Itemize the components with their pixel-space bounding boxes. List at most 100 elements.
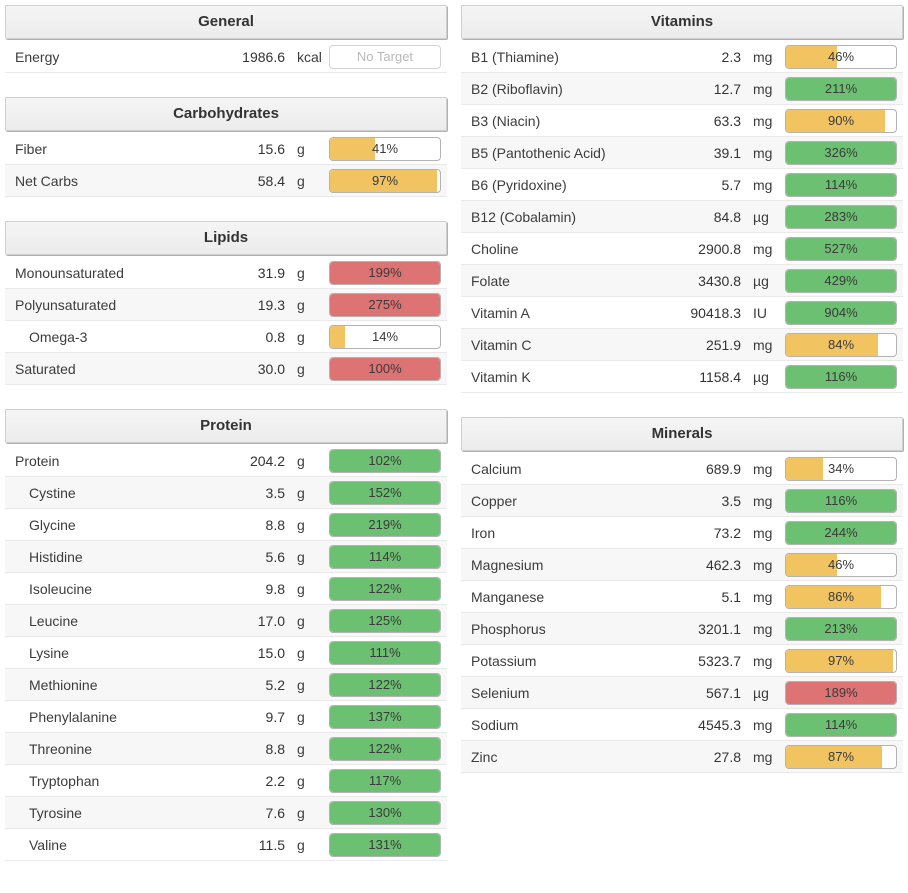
nutrient-row-manganese[interactable]: Manganese 5.1 mg 86% [461,581,903,613]
nutrient-amount: 58.4 [257,172,285,189]
nutrient-row-potassium[interactable]: Potassium 5323.7 mg 97% [461,645,903,677]
nutrient-row-vitamin-c[interactable]: Vitamin C 251.9 mg 84% [461,329,903,361]
progress-fill [786,649,893,672]
nutrient-row-selenium[interactable]: Selenium 567.1 µg 189% [461,677,903,709]
nutrient-amount: 3.5 [721,492,741,509]
progress-percent: No Target [356,48,414,64]
nutrient-row-methionine[interactable]: Methionine 5.2 g 122% [5,669,447,701]
progress-fill [786,237,896,260]
target-progress-bar: 114% [785,712,897,737]
section-carbohydrates: Carbohydrates Fiber 15.6 g 41% Net Carbs 58.4 g… [5,97,447,197]
nutrient-row-copper[interactable]: Copper 3.5 mg 116% [461,485,903,517]
progress-fill [786,521,896,544]
nutrient-row-vitamin-a[interactable]: Vitamin A 90418.3 IU 904% [461,297,903,329]
progress-fill [786,45,837,68]
nutrient-row-b6-pyridoxine[interactable]: B6 (Pyridoxine) 5.7 mg 114% [461,169,903,201]
nutrient-row-tyrosine[interactable]: Tyrosine 7.6 g 130% [5,797,447,829]
nutrient-unit: g [297,140,305,157]
nutrient-row-iron[interactable]: Iron 73.2 mg 244% [461,517,903,549]
nutrient-label: Fiber [15,140,47,157]
nutrient-unit: mg [753,716,773,733]
target-progress-bar: 84% [785,332,897,357]
nutrient-row-b12-cobalamin[interactable]: B12 (Cobalamin) 84.8 µg 283% [461,201,903,233]
target-progress-bar: 527% [785,236,897,261]
nutrient-amount: 204.2 [249,452,285,469]
nutrient-row-calcium[interactable]: Calcium 689.9 mg 34% [461,453,903,485]
target-progress-bar: 122% [329,672,441,697]
nutrient-row-b1-thiamine[interactable]: B1 (Thiamine) 2.3 mg 46% [461,41,903,73]
target-progress-bar: 152% [329,480,441,505]
nutrient-row-phosphorus[interactable]: Phosphorus 3201.1 mg 213% [461,613,903,645]
nutrient-label: Valine [29,836,67,853]
nutrient-row-leucine[interactable]: Leucine 17.0 g 125% [5,605,447,637]
column-right: Vitamins B1 (Thiamine) 2.3 mg 46% B2 (Ribofla… [461,5,903,773]
nutrient-row-magnesium[interactable]: Magnesium 462.3 mg 46% [461,549,903,581]
nutrient-row-b5-pantothenic-acid[interactable]: B5 (Pantothenic Acid) 39.1 mg 326% [461,137,903,169]
nutrient-unit: g [297,772,305,789]
progress-percent: 114% [368,548,402,564]
nutrient-row-threonine[interactable]: Threonine 8.8 g 122% [5,733,447,765]
nutrient-unit: g [297,612,305,629]
nutrient-amount: 5.1 [721,588,741,605]
progress-percent: 34% [827,460,855,476]
nutrient-row-fiber[interactable]: Fiber 15.6 g 41% [5,133,447,165]
nutrient-row-net-carbs[interactable]: Net Carbs 58.4 g 97% [5,165,447,197]
nutrient-row-cystine[interactable]: Cystine 3.5 g 152% [5,477,447,509]
nutrient-label: Methionine [29,676,98,693]
nutrient-amount: 2.2 [265,772,285,789]
nutrient-row-histidine[interactable]: Histidine 5.6 g 114% [5,541,447,573]
progress-percent: 275% [368,296,402,312]
target-progress-bar: 283% [785,204,897,229]
nutrient-amount: 30.0 [257,360,285,377]
nutrient-row-choline[interactable]: Choline 2900.8 mg 527% [461,233,903,265]
progress-fill [330,449,440,472]
nutrient-unit: g [297,452,305,469]
nutrient-row-b2-riboflavin[interactable]: B2 (Riboflavin) 12.7 mg 211% [461,73,903,105]
nutrient-amount: 2.3 [721,48,741,65]
progress-percent: 130% [368,804,402,820]
nutrient-row-sodium[interactable]: Sodium 4545.3 mg 114% [461,709,903,741]
progress-fill [330,137,376,160]
nutrient-row-isoleucine[interactable]: Isoleucine 9.8 g 122% [5,573,447,605]
nutrient-row-lysine[interactable]: Lysine 15.0 g 111% [5,637,447,669]
nutrient-amount: 5.2 [265,676,285,693]
nutrient-row-polyunsaturated[interactable]: Polyunsaturated 19.3 g 275% [5,289,447,321]
section-minerals: Minerals Calcium 689.9 mg 34% Copper 3.5 mg 116%… [461,417,903,773]
nutrient-row-vitamin-k[interactable]: Vitamin K 1158.4 µg 116% [461,361,903,393]
nutrient-label: Glycine [29,516,76,533]
progress-fill [330,833,440,856]
nutrient-unit: mg [753,112,773,129]
progress-percent: 97% [827,652,855,668]
progress-percent: 46% [827,48,855,64]
nutrient-row-folate[interactable]: Folate 3430.8 µg 429% [461,265,903,297]
nutrient-label: Calcium [471,460,522,477]
progress-percent: 86% [827,588,855,604]
target-progress-bar: 46% [785,552,897,577]
section-body-general: Energy 1986.6 kcal No Target [5,41,447,73]
nutrient-row-tryptophan[interactable]: Tryptophan 2.2 g 117% [5,765,447,797]
nutrient-row-saturated[interactable]: Saturated 30.0 g 100% [5,353,447,385]
section-body-vitamins: B1 (Thiamine) 2.3 mg 46% B2 (Riboflavin) 12.7… [461,41,903,393]
nutrient-row-phenylalanine[interactable]: Phenylalanine 9.7 g 137% [5,701,447,733]
progress-percent: 84% [827,336,855,352]
nutrient-label: Iron [471,524,496,541]
nutrient-row-energy[interactable]: Energy 1986.6 kcal No Target [5,41,447,73]
nutrient-row-valine[interactable]: Valine 11.5 g 131% [5,829,447,861]
nutrient-unit: g [297,484,305,501]
nutrient-row-b3-niacin[interactable]: B3 (Niacin) 63.3 mg 90% [461,105,903,137]
nutrient-row-glycine[interactable]: Glycine 8.8 g 219% [5,509,447,541]
nutrient-row-protein[interactable]: Protein 204.2 g 102% [5,445,447,477]
target-progress-bar: 125% [329,608,441,633]
nutrient-label: Phosphorus [471,620,546,637]
nutrient-amount: 63.3 [713,112,741,129]
target-progress-bar: 111% [329,640,441,665]
progress-fill [330,513,440,536]
target-progress-bar: 244% [785,520,897,545]
nutrient-unit: g [297,676,305,693]
nutrient-row-monounsaturated[interactable]: Monounsaturated 31.9 g 199% [5,257,447,289]
section-body-lipids: Monounsaturated 31.9 g 199% Polyunsaturated 1… [5,257,447,385]
nutrient-row-zinc[interactable]: Zinc 27.8 mg 87% [461,741,903,773]
nutrient-label: Vitamin C [471,336,532,353]
nutrient-row-omega-3[interactable]: Omega-3 0.8 g 14% [5,321,447,353]
nutrient-label: Vitamin A [471,304,530,321]
